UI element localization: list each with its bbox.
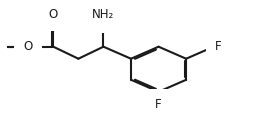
Text: NH₂: NH₂ [92,8,115,21]
Text: F: F [155,98,162,111]
Text: O: O [24,40,33,53]
Text: O: O [49,8,58,21]
Text: F: F [215,40,222,53]
